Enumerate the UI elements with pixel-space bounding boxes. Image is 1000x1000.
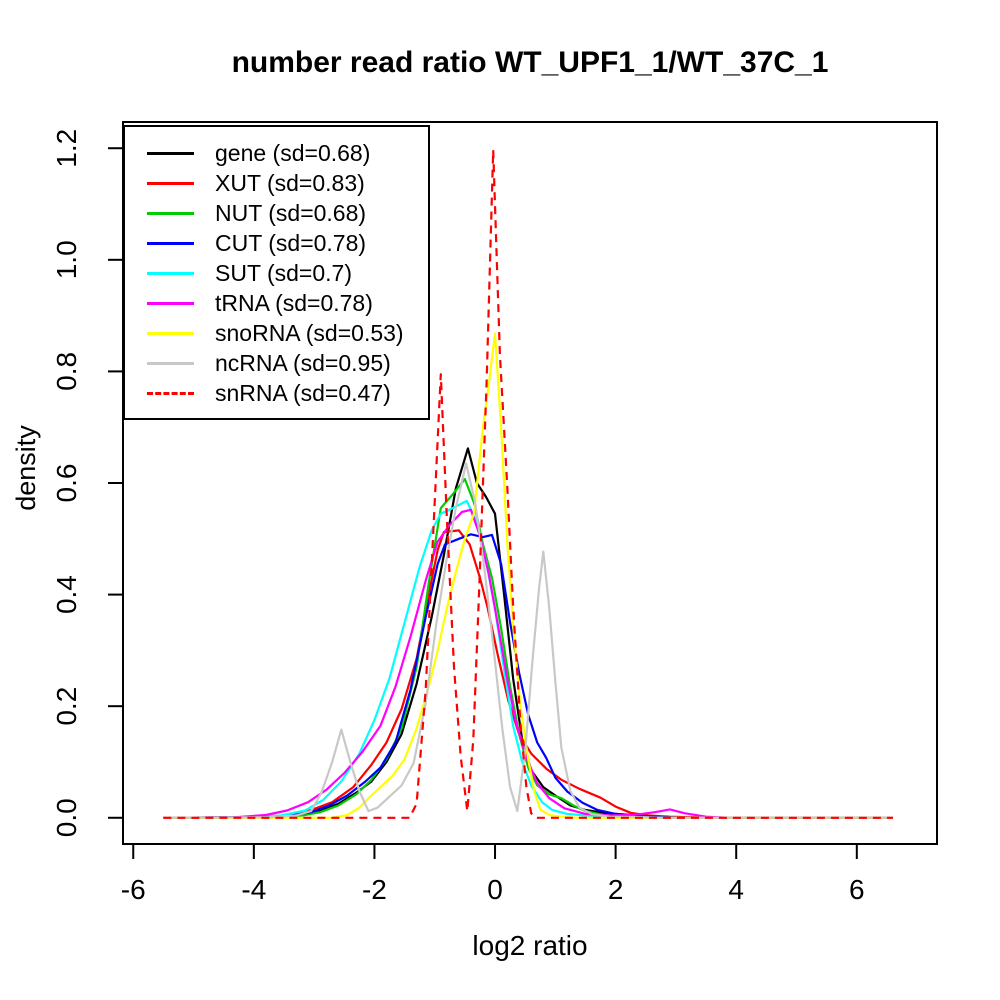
legend-line-swatch-snRNA: [147, 391, 194, 395]
x-tick-label: -4: [241, 874, 266, 905]
legend-item-tRNA: tRNA (sd=0.78): [125, 288, 428, 318]
series-line-snRNA: [163, 148, 893, 819]
series-line-snoRNA: [163, 332, 893, 819]
y-tick-label: 0.8: [51, 352, 82, 391]
legend-item-SUT: SUT (sd=0.7): [125, 258, 428, 288]
series-line-SUT: [163, 499, 893, 819]
legend-label-gene: gene (sd=0.68): [215, 139, 371, 166]
legend-line-swatch-ncRNA: [147, 361, 194, 365]
legend-item-ncRNA: ncRNA (sd=0.95): [125, 348, 428, 378]
series-line-tRNA: [163, 508, 893, 819]
legend-label-SUT: SUT (sd=0.7): [215, 259, 352, 286]
series-line-NUT: [163, 478, 893, 819]
legend-label-ncRNA: ncRNA (sd=0.95): [215, 349, 391, 376]
x-tick-label: 0: [487, 874, 503, 905]
legend-label-CUT: CUT (sd=0.78): [215, 229, 367, 256]
x-tick-label: 4: [728, 874, 744, 905]
x-tick-label: 2: [608, 874, 624, 905]
series-line-CUT: [163, 533, 893, 819]
series-line-gene: [163, 447, 893, 819]
legend-line-swatch-XUT: [147, 181, 194, 185]
x-axis-label: log2 ratio: [472, 930, 588, 961]
y-axis-label: density: [11, 425, 41, 511]
legend-label-snoRNA: snoRNA (sd=0.53): [215, 319, 404, 346]
legend-line-swatch-CUT: [147, 241, 194, 245]
legend-line-swatch-NUT: [147, 211, 194, 215]
legend-item-snRNA: snRNA (sd=0.47): [125, 378, 428, 408]
y-tick-label: 0.0: [51, 798, 82, 837]
legend-label-NUT: NUT (sd=0.68): [215, 199, 367, 226]
legend-item-NUT: NUT (sd=0.68): [125, 198, 428, 228]
legend-label-XUT: XUT (sd=0.83): [215, 169, 365, 196]
legend-label-snRNA: snRNA (sd=0.47): [215, 379, 391, 406]
x-tick-label: 6: [849, 874, 865, 905]
y-tick-label: 1.0: [51, 240, 82, 279]
series-line-ncRNA: [163, 462, 893, 819]
legend-item-gene: gene (sd=0.68): [125, 138, 428, 168]
chart-title: number read ratio WT_UPF1_1/WT_37C_1: [231, 46, 829, 79]
y-tick-label: 0.2: [51, 687, 82, 726]
legend-line-swatch-snoRNA: [147, 331, 194, 335]
legend-label-tRNA: tRNA (sd=0.78): [215, 289, 373, 316]
legend-line-swatch-gene: [147, 151, 194, 155]
legend-line-swatch-SUT: [147, 271, 194, 275]
y-tick-label: 0.4: [51, 575, 82, 614]
legend: gene (sd=0.68) XUT (sd=0.83) NUT (sd=0.68)…: [123, 125, 430, 420]
y-tick-label: 0.6: [51, 464, 82, 503]
y-tick-label: 1.2: [51, 129, 82, 168]
legend-item-CUT: CUT (sd=0.78): [125, 228, 428, 258]
legend-item-snoRNA: snoRNA (sd=0.53): [125, 318, 428, 348]
legend-line-swatch-tRNA: [147, 301, 194, 305]
x-tick-label: -2: [362, 874, 387, 905]
x-tick-label: -6: [121, 874, 146, 905]
legend-item-XUT: XUT (sd=0.83): [125, 168, 428, 198]
